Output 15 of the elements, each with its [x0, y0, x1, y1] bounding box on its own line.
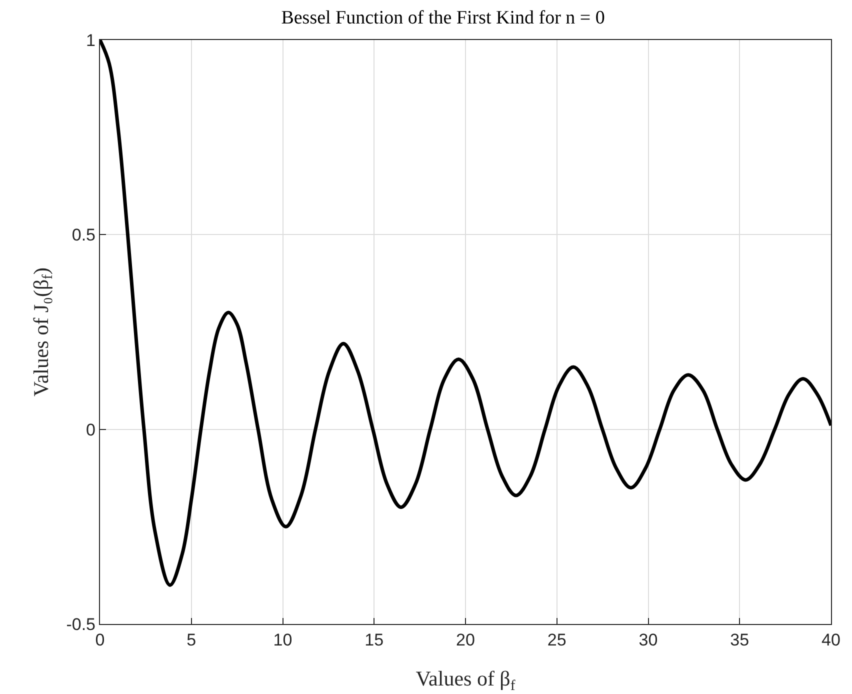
line-series — [100, 40, 831, 587]
chart-title: Bessel Function of the First Kind for n = 0 — [281, 8, 605, 29]
x-tick-label: 15 — [364, 630, 384, 650]
x-tick-label: 35 — [730, 630, 750, 650]
y-tick-label: 0 — [86, 420, 96, 440]
y-tick-label: 0.5 — [72, 226, 96, 245]
x-tick-label: 25 — [547, 630, 566, 650]
y-tick-label: -0.5 — [66, 614, 96, 634]
x-tick-label: 20 — [456, 630, 475, 650]
x-axis-title: Values of β$_{f}$ — [416, 666, 516, 694]
x-tick-label: 10 — [273, 630, 292, 650]
x-tick-label: 5 — [186, 630, 196, 650]
y-tick-label: 1 — [86, 30, 96, 50]
x-tick-label: 40 — [822, 630, 840, 650]
x-tick-label: 30 — [638, 630, 658, 650]
